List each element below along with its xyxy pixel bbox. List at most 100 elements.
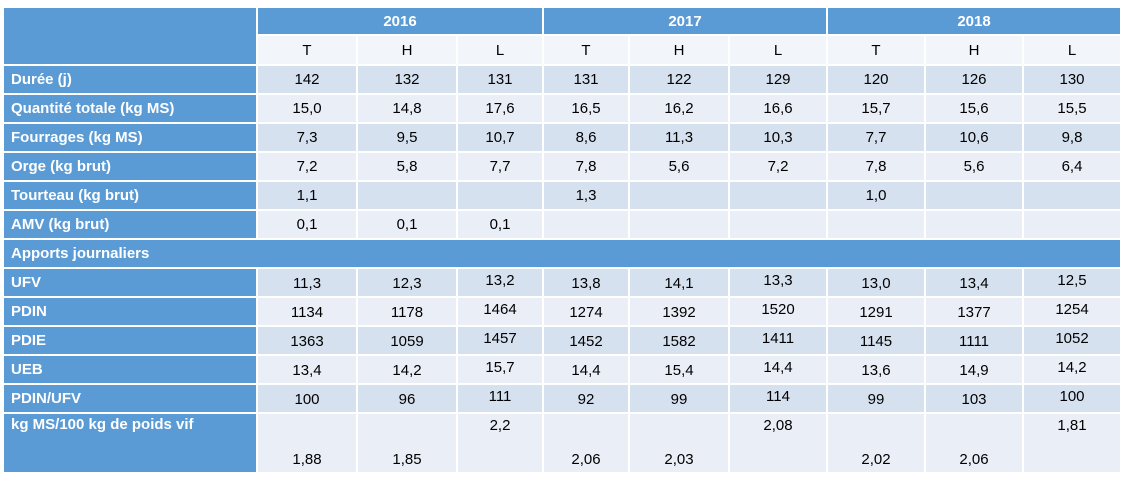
value-cell: 130: [1024, 66, 1120, 93]
row-label: Quantité totale (kg MS): [4, 95, 256, 122]
value-cell: 1274: [544, 298, 628, 325]
row-label: UEB: [4, 356, 256, 383]
value-cell: 13,8: [544, 269, 628, 296]
value-cell: 1452: [544, 327, 628, 354]
value-cell: 9,5: [358, 124, 456, 151]
value-cell: 1,0: [828, 182, 924, 209]
value-cell: 2,2: [458, 414, 542, 472]
value-cell: 12,3: [358, 269, 456, 296]
corner-cell: [4, 8, 256, 64]
table-row: PDIN 1134 1178 1464 1274 1392 1520 1291 1377 1254: [4, 298, 1120, 325]
value-cell: 103: [926, 385, 1022, 412]
lot-header-cell: L: [730, 36, 826, 64]
value-cell: 7,3: [258, 124, 356, 151]
value-cell: 142: [258, 66, 356, 93]
value-cell: 2,06: [544, 414, 628, 472]
value-cell: 15,7: [828, 95, 924, 122]
value-cell: [828, 211, 924, 238]
value-cell: [458, 182, 542, 209]
value-cell: 1,1: [258, 182, 356, 209]
value-cell: 131: [458, 66, 542, 93]
value-cell: 14,2: [1024, 356, 1120, 383]
value-cell: [1024, 211, 1120, 238]
value-cell: 15,6: [926, 95, 1022, 122]
value-cell: 5,6: [630, 153, 728, 180]
table-row: Durée (j) 142 132 131 131 122 129 120 126 130: [4, 66, 1120, 93]
value-cell: [358, 182, 456, 209]
value-cell: 1059: [358, 327, 456, 354]
value-cell: 14,4: [544, 356, 628, 383]
lot-header-cell: H: [926, 36, 1022, 64]
value-cell: 1582: [630, 327, 728, 354]
value-cell: 16,2: [630, 95, 728, 122]
value-cell: 1291: [828, 298, 924, 325]
row-label: PDIN/UFV: [4, 385, 256, 412]
value-cell: 16,5: [544, 95, 628, 122]
value-cell: 13,3: [730, 269, 826, 296]
value-cell: 1457: [458, 327, 542, 354]
value-cell: 2,06: [926, 414, 1022, 472]
value-cell: 0,1: [358, 211, 456, 238]
value-cell: 13,0: [828, 269, 924, 296]
value-cell: 1111: [926, 327, 1022, 354]
row-label: PDIN: [4, 298, 256, 325]
value-cell: 7,7: [458, 153, 542, 180]
value-cell: 10,7: [458, 124, 542, 151]
value-cell: [926, 211, 1022, 238]
table-row: UEB 13,4 14,2 15,7 14,4 15,4 14,4 13,6 14,9 14,2: [4, 356, 1120, 383]
value-cell: 99: [630, 385, 728, 412]
value-cell: 16,6: [730, 95, 826, 122]
value-cell: 100: [258, 385, 356, 412]
value-cell: 13,4: [258, 356, 356, 383]
value-cell: 120: [828, 66, 924, 93]
value-cell: 111: [458, 385, 542, 412]
value-cell: 1363: [258, 327, 356, 354]
value-cell: 7,8: [544, 153, 628, 180]
section-label: Apports journaliers: [4, 240, 1120, 267]
lot-header-cell: L: [458, 36, 542, 64]
value-cell: 6,4: [1024, 153, 1120, 180]
value-cell: 15,5: [1024, 95, 1120, 122]
row-label: AMV (kg brut): [4, 211, 256, 238]
value-cell: 15,4: [630, 356, 728, 383]
value-cell: 8,6: [544, 124, 628, 151]
value-cell: 9,8: [1024, 124, 1120, 151]
row-label: kg MS/100 kg de poids vif: [4, 414, 256, 472]
value-cell: 5,6: [926, 153, 1022, 180]
table-row: PDIE 1363 1059 1457 1452 1582 1411 1145 1111 1052: [4, 327, 1120, 354]
row-label: PDIE: [4, 327, 256, 354]
table-row: Tourteau (kg brut) 1,1 1,3 1,0: [4, 182, 1120, 209]
year-2017-header: 2017: [544, 8, 826, 34]
value-cell: 15,7: [458, 356, 542, 383]
value-cell: 13,4: [926, 269, 1022, 296]
value-cell: 5,8: [358, 153, 456, 180]
value-cell: 1,88: [258, 414, 356, 472]
value-cell: 1134: [258, 298, 356, 325]
value-cell: 12,5: [1024, 269, 1120, 296]
row-label: UFV: [4, 269, 256, 296]
value-cell: [630, 211, 728, 238]
value-cell: 7,7: [828, 124, 924, 151]
table-row: Quantité totale (kg MS) 15,0 14,8 17,6 16,5 1…: [4, 95, 1120, 122]
value-cell: 7,8: [828, 153, 924, 180]
value-cell: 17,6: [458, 95, 542, 122]
row-label: Tourteau (kg brut): [4, 182, 256, 209]
lot-header-cell: H: [630, 36, 728, 64]
value-cell: 1377: [926, 298, 1022, 325]
value-cell: 14,9: [926, 356, 1022, 383]
value-cell: 132: [358, 66, 456, 93]
value-cell: 1464: [458, 298, 542, 325]
value-cell: 1520: [730, 298, 826, 325]
value-cell: 99: [828, 385, 924, 412]
value-cell: 129: [730, 66, 826, 93]
value-cell: 126: [926, 66, 1022, 93]
value-cell: 1052: [1024, 327, 1120, 354]
value-cell: [630, 182, 728, 209]
value-cell: 1392: [630, 298, 728, 325]
value-cell: 1,85: [358, 414, 456, 472]
lot-header-cell: T: [544, 36, 628, 64]
value-cell: 100: [1024, 385, 1120, 412]
value-cell: 14,8: [358, 95, 456, 122]
value-cell: 0,1: [458, 211, 542, 238]
value-cell: 96: [358, 385, 456, 412]
